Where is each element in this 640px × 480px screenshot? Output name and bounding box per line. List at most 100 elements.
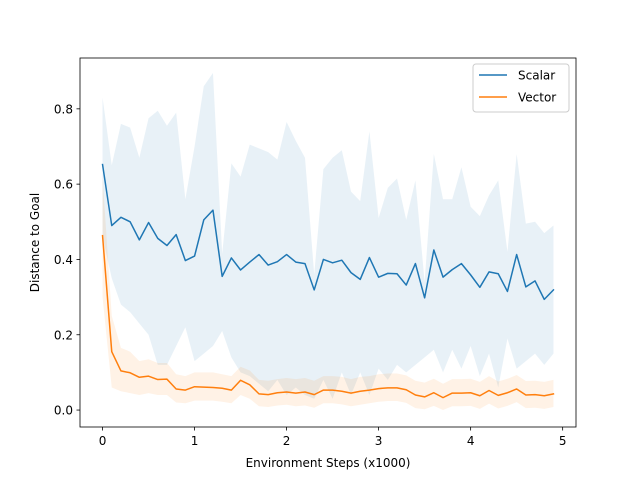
legend-label-scalar: Scalar [518,69,555,83]
y-tick-label: 0.2 [54,328,73,342]
y-tick-label: 0.8 [54,102,73,116]
x-tick-label: 2 [283,434,291,448]
point-vector [515,387,518,390]
point-scalar [515,253,518,256]
point-scalar [313,288,316,291]
point-vector [138,376,141,379]
point-vector [414,393,417,396]
point-vector [423,395,426,398]
axes-frame [79,57,577,428]
band-scalar [102,73,554,399]
point-scalar [239,268,242,271]
point-vector [248,383,251,386]
line-scalar [101,163,555,301]
point-vector [350,392,353,395]
point-vector [552,392,555,395]
x-axis-label: Environment Steps (x1000) [246,456,411,470]
legend-box [472,63,570,113]
x-axis-ticks: 0 1 2 3 4 5 [99,427,567,448]
point-scalar [257,253,260,256]
point-scalar [359,278,362,281]
x-tick-label: 3 [375,434,383,448]
point-scalar [221,275,224,278]
point-scalar [552,288,555,291]
point-scalar [460,262,463,265]
point-vector [497,394,500,397]
point-scalar [322,258,325,261]
point-vector [368,389,371,392]
point-scalar [267,264,270,267]
point-vector [257,392,260,395]
x-tick-label: 0 [99,434,107,448]
point-vector [202,386,205,389]
point-vector [331,389,334,392]
series-lines [101,163,555,399]
point-vector [478,394,481,397]
point-scalar [442,276,445,279]
point-vector [377,387,380,390]
point-scalar [488,270,491,273]
point-scalar [478,286,481,289]
point-scalar [396,272,399,275]
point-vector [460,392,463,395]
line-vector [101,234,555,399]
point-scalar [147,221,150,224]
point-vector [405,388,408,391]
point-vector [193,385,196,388]
point-scalar [377,276,380,279]
point-scalar [202,218,205,221]
point-vector [119,369,122,372]
point-vector [534,393,537,396]
point-vector [488,389,491,392]
point-scalar [340,259,343,262]
point-vector [285,390,288,393]
y-axis-ticks: 0.0 0.2 0.4 0.6 0.8 [54,102,80,418]
x-tick-label: 4 [467,434,475,448]
point-vector [543,394,546,397]
point-scalar [432,249,435,252]
point-scalar [248,261,251,264]
point-scalar [119,216,122,219]
legend: Scalar Vector [472,63,570,113]
point-vector [294,392,297,395]
point-scalar [285,253,288,256]
point-vector [239,379,242,382]
point-vector [101,234,104,237]
point-vector [267,393,270,396]
point-scalar [175,233,178,236]
point-vector [313,393,316,396]
y-tick-label: 0.4 [54,253,73,267]
legend-label-vector: Vector [518,91,556,105]
point-scalar [451,268,454,271]
point-vector [340,390,343,393]
point-scalar [386,272,389,275]
point-scalar [414,262,417,265]
point-scalar [110,224,113,227]
point-vector [221,387,224,390]
point-scalar [524,285,527,288]
point-scalar [331,261,334,264]
point-scalar [184,259,187,262]
point-vector [442,396,445,399]
point-vector [276,391,279,394]
point-scalar [534,279,537,282]
point-vector [451,392,454,395]
point-vector [211,386,214,389]
y-tick-label: 0.6 [54,178,73,192]
point-scalar [423,296,426,299]
y-tick-label: 0.0 [54,404,73,418]
point-scalar [230,256,233,259]
point-scalar [276,260,279,263]
point-vector [396,386,399,389]
point-scalar [211,209,214,212]
point-vector [524,393,527,396]
point-scalar [193,255,196,258]
x-tick-label: 1 [191,434,199,448]
point-vector [110,350,113,353]
point-vector [129,371,132,374]
x-tick-label: 5 [559,434,567,448]
point-scalar [129,220,132,223]
point-vector [432,391,435,394]
point-scalar [156,237,159,240]
